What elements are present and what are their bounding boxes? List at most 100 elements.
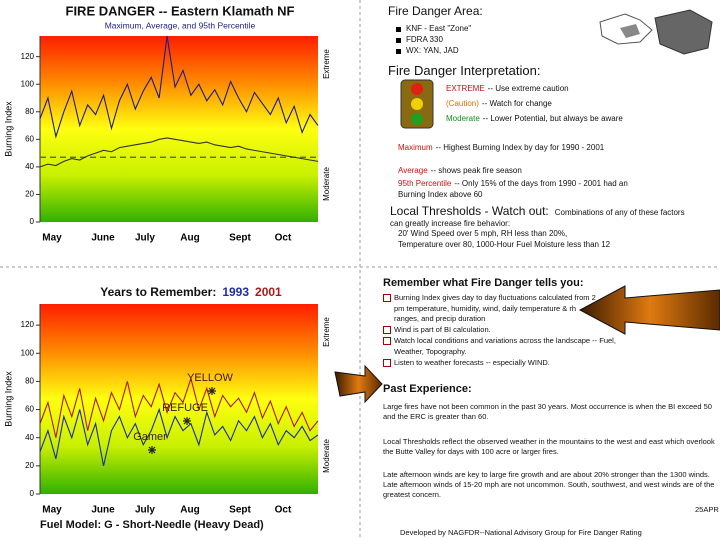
y-tick-label: 0 — [30, 217, 35, 226]
thresholds-heading: Local Thresholds - Watch out: — [390, 204, 549, 218]
developed-by: Developed by NAGFDR--National Advisory G… — [400, 528, 642, 537]
x-tick-label: May — [42, 233, 62, 244]
x-tick-label: Oct — [275, 505, 292, 516]
y-axis-label: Burning Index — [3, 101, 13, 157]
definition: Maximum -- Highest Burning Index by day f… — [398, 143, 638, 154]
y-tick-label: 40 — [25, 162, 34, 171]
level: Moderate -- Lower Potential, but always b… — [446, 114, 623, 125]
zone-label: Extreme — [322, 49, 331, 79]
area-item: WX: YAN, JAD — [394, 46, 459, 57]
level: EXTREME -- Use extreme caution — [446, 84, 569, 95]
threshold-item: Temperature over 80, 1000-Hour Fuel Mois… — [398, 239, 611, 249]
zone-label: Extreme — [322, 317, 331, 347]
y-tick-label: 80 — [25, 107, 34, 116]
definition-text: -- shows peak fire season — [430, 166, 522, 175]
x-tick-label: Aug — [180, 505, 199, 516]
zone-label: Moderate — [322, 167, 331, 201]
remember-item: Wind is part of BI calculation. — [383, 325, 643, 336]
chart-title: FIRE DANGER -- Eastern Klamath NF — [66, 3, 295, 18]
remember-text: Burning Index gives day to day fluctuati… — [394, 293, 596, 323]
interpretation-heading: Fire Danger Interpretation: — [388, 63, 541, 78]
asterisk — [183, 417, 191, 425]
title-part: 1993 — [222, 285, 249, 299]
series-line — [39, 376, 319, 438]
bullet-icon: FDRA 330 — [406, 35, 443, 44]
y-tick-label: 120 — [21, 52, 35, 61]
x-tick-label: Sept — [229, 505, 251, 516]
x-tick-label: June — [91, 233, 115, 244]
annotation: YELLOW — [187, 372, 233, 384]
y-tick-label: 0 — [30, 489, 35, 498]
fuel-model: Fuel Model: G - Short-Needle (Heavy Dead… — [40, 519, 264, 531]
level-term: Moderate — [446, 114, 480, 123]
definition-term: Maximum — [398, 143, 433, 152]
map — [599, 9, 713, 55]
level-text: -- Watch for change — [481, 99, 552, 108]
level-text: -- Lower Potential, but always be aware — [482, 114, 623, 123]
definition: 95th Percentile -- Only 15% of the days f… — [398, 179, 638, 200]
definition-term: Average — [398, 166, 428, 175]
x-tick-label: Aug — [180, 233, 199, 244]
arrow — [334, 364, 383, 404]
area-item: FDRA 330 — [394, 35, 443, 46]
x-tick-label: June — [91, 505, 115, 516]
series-line — [39, 35, 319, 139]
date: 25APR — [695, 505, 719, 514]
bullet-icon: WX: YAN, JAD — [406, 46, 459, 55]
traffic-light — [400, 79, 434, 129]
y-tick-label: 20 — [25, 461, 34, 470]
level-term: EXTREME — [446, 84, 485, 93]
remember-text: Wind is part of BI calculation. — [394, 325, 491, 334]
y-tick-label: 60 — [25, 134, 34, 143]
y-tick-label: 80 — [25, 377, 34, 386]
remember-item: Listen to weather forecasts -- especiall… — [383, 358, 643, 369]
remember-text: Watch local conditions and variations ac… — [394, 336, 616, 356]
y-tick-label: 100 — [21, 79, 35, 88]
threshold-item: 20' Wind Speed over 5 mph, RH less than … — [398, 229, 568, 238]
plot-area — [40, 36, 318, 222]
past-heading: Past Experience: — [383, 383, 472, 395]
title-part: 2001 — [255, 285, 282, 299]
definition: Average -- shows peak fire season — [398, 166, 638, 177]
series-line — [39, 137, 319, 168]
past-paragraph: Local Thresholds reflect the observed we… — [383, 437, 715, 456]
arrow — [578, 285, 720, 335]
checkbox — [383, 337, 391, 345]
asterisk — [148, 446, 156, 454]
x-tick-label: Sept — [229, 233, 251, 244]
checkbox — [383, 359, 391, 367]
y-tick-label: 120 — [21, 320, 35, 329]
area-heading: Fire Danger Area: — [388, 4, 483, 18]
y-tick-label: 100 — [21, 348, 35, 357]
x-tick-label: July — [135, 233, 155, 244]
level-term: (Caution) — [446, 99, 479, 108]
remember-item: Watch local conditions and variations ac… — [383, 336, 643, 357]
definition-term: 95th Percentile — [398, 179, 452, 188]
past-paragraph: Large fires have not been common in the … — [383, 402, 712, 421]
x-tick-label: Oct — [275, 233, 292, 244]
remember-text: Listen to weather forecasts -- especiall… — [394, 358, 550, 367]
asterisk — [208, 387, 216, 395]
level-text: -- Use extreme caution — [487, 84, 569, 93]
y-tick-label: 20 — [25, 190, 34, 199]
area-item: KNF - East "Zone" — [394, 24, 472, 35]
past-paragraph: Late afternoon winds are key to large fi… — [383, 470, 715, 499]
remember-heading: Remember what Fire Danger tells you: — [383, 277, 584, 289]
remember-item: Burning Index gives day to day fluctuati… — [383, 293, 598, 325]
definition-text: -- Only 15% of the days from 1990 - 2001… — [398, 179, 628, 199]
y-tick-label: 60 — [25, 405, 34, 414]
level: (Caution) -- Watch for change — [446, 99, 552, 110]
annotation: Gamer — [133, 431, 167, 443]
checkbox — [383, 294, 391, 302]
x-tick-label: July — [135, 505, 155, 516]
checkbox — [383, 326, 391, 334]
title-part: Years to Remember: — [100, 285, 216, 299]
y-tick-label: 40 — [25, 433, 34, 442]
annotation: REFUGE — [162, 402, 208, 414]
series-line — [39, 407, 319, 466]
y-axis-label: Burning Index — [3, 371, 13, 427]
chart-subtitle: Maximum, Average, and 95th Percentile — [105, 20, 256, 30]
definition-text: -- Highest Burning Index by day for 1990… — [435, 143, 605, 152]
thresholds-intro: Combinations of any of these factors can… — [390, 208, 685, 228]
